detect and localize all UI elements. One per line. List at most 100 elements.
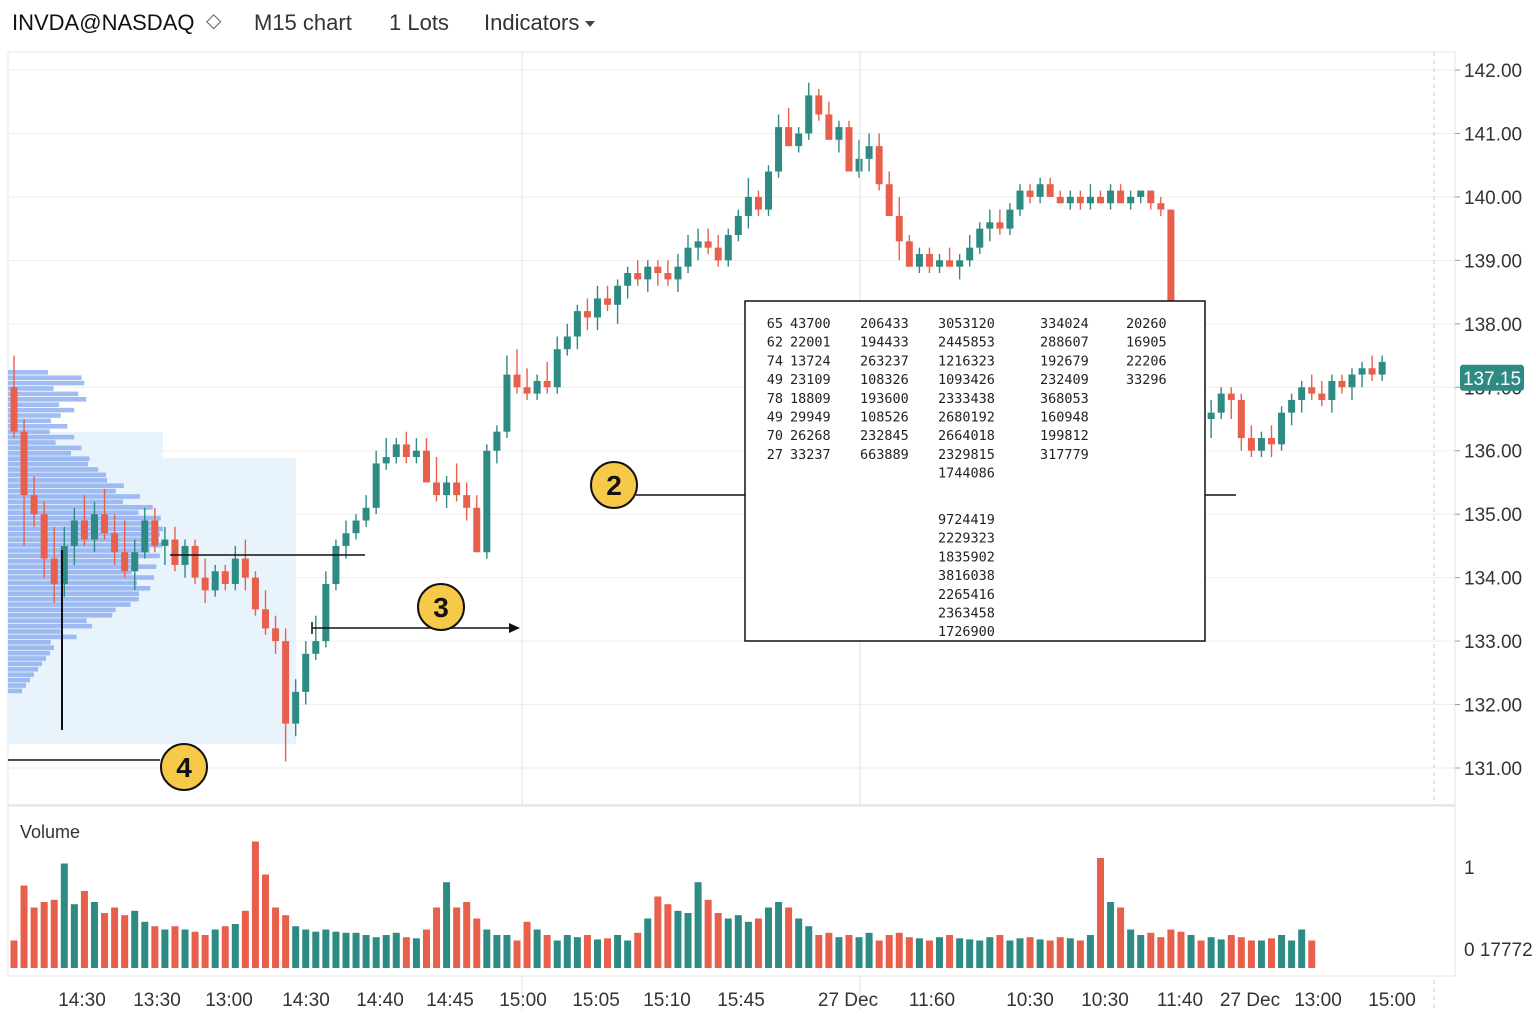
volume-bar xyxy=(744,921,752,968)
candle xyxy=(10,387,18,432)
volume-bar xyxy=(1036,939,1044,968)
volume-bar xyxy=(1207,937,1215,968)
profile-bar xyxy=(8,456,90,461)
volume-bar xyxy=(322,929,330,968)
volume-bar xyxy=(221,926,229,968)
profile-bar xyxy=(8,656,46,661)
table-cell: 232409 xyxy=(1040,372,1089,388)
volume-bar xyxy=(1046,940,1054,968)
volume-bar xyxy=(936,937,944,968)
candle xyxy=(593,298,601,318)
table-cell: 1744086 xyxy=(938,466,995,482)
candle xyxy=(1137,190,1145,197)
volume-bar xyxy=(231,924,239,968)
profile-bar xyxy=(8,580,138,586)
profile-bar xyxy=(8,537,159,542)
profile-bar xyxy=(8,650,50,656)
volume-bar xyxy=(986,937,994,968)
candle xyxy=(654,266,662,274)
table-cell: 78 xyxy=(767,391,783,407)
table-cell: 199812 xyxy=(1040,428,1089,444)
volume-bar xyxy=(191,931,199,968)
candle xyxy=(483,450,491,553)
volume-bar xyxy=(10,940,18,968)
table-cell: 193600 xyxy=(860,391,909,407)
candle xyxy=(111,533,119,553)
profile-bar xyxy=(8,467,99,472)
callout-badge xyxy=(160,743,208,791)
volume-bar xyxy=(714,913,722,968)
profile-bar xyxy=(8,488,116,494)
volume-bar xyxy=(976,940,984,968)
candle xyxy=(714,247,722,261)
favorite-diamond-icon[interactable]: ◇ xyxy=(206,10,222,32)
x-tick-label: 15:10 xyxy=(643,990,691,1011)
x-tick-label: 10:30 xyxy=(1006,990,1054,1011)
profile-bar xyxy=(8,559,139,564)
candle xyxy=(1107,190,1115,204)
volume-bar xyxy=(251,841,259,968)
volume-bar xyxy=(865,932,873,968)
candle xyxy=(1117,190,1125,204)
data-table: 65 62 74 49 78 49 70 27 43700 22001 13724 23109 1880… xyxy=(744,300,1206,642)
candle xyxy=(191,545,199,578)
table-cell: 108526 xyxy=(860,410,909,426)
volume-bar xyxy=(30,907,38,968)
candle xyxy=(503,374,511,432)
volume-bar xyxy=(765,907,772,968)
candle xyxy=(443,482,451,496)
candle xyxy=(1288,399,1296,413)
profile-bar xyxy=(8,407,75,413)
timeframe-selector[interactable]: M15 chart xyxy=(254,10,352,35)
volume-bar xyxy=(835,937,843,968)
volume-bar xyxy=(644,918,652,968)
candle xyxy=(292,691,300,724)
candle xyxy=(765,171,772,210)
indicators-dropdown[interactable]: Indicators xyxy=(484,10,596,36)
volume-bar xyxy=(463,902,471,968)
volume-bar xyxy=(925,940,933,968)
lots-selector[interactable]: 1 Lots xyxy=(389,10,449,35)
candle xyxy=(1006,209,1014,229)
candle xyxy=(402,444,410,458)
profile-bar xyxy=(8,569,132,575)
volume-bar xyxy=(352,932,360,968)
volume-bar xyxy=(1268,938,1275,968)
volume-bar xyxy=(805,926,813,968)
candle xyxy=(251,577,259,610)
volume-bar xyxy=(272,907,280,968)
volume-bar xyxy=(634,932,642,968)
x-tick-label: 11:60 xyxy=(909,990,955,1011)
volume-bar xyxy=(20,885,28,968)
volume-bar xyxy=(1308,940,1316,968)
profile-bar xyxy=(8,613,113,618)
table-cell: 2329815 xyxy=(938,447,995,463)
volume-bar xyxy=(453,907,461,968)
y-tick-label: 135.00 xyxy=(1464,505,1522,526)
volume-bar xyxy=(40,902,48,968)
profile-bar xyxy=(8,661,42,667)
volume-bar xyxy=(996,935,1004,968)
candle xyxy=(795,133,803,147)
profile-bar xyxy=(8,688,22,694)
volume-bar xyxy=(50,899,58,968)
symbol-label[interactable]: INVDA@NASDAQ xyxy=(12,10,195,35)
volume-bar xyxy=(956,938,964,968)
volume-bar xyxy=(433,907,441,968)
profile-bar xyxy=(8,397,87,402)
table-cell: 74 xyxy=(767,353,783,369)
candle xyxy=(342,533,350,546)
volume-bar xyxy=(724,918,732,968)
y-tick-label: 134.00 xyxy=(1464,569,1522,590)
candle xyxy=(573,311,581,337)
profile-bar xyxy=(8,451,72,456)
profile-bar xyxy=(8,586,151,591)
candle xyxy=(1066,196,1074,204)
candle xyxy=(1237,399,1245,439)
y-tick-label: 136.00 xyxy=(1464,442,1522,463)
x-tick-label: 27 Dec xyxy=(818,990,878,1011)
candle xyxy=(1328,380,1336,400)
candle xyxy=(1026,190,1034,197)
y-tick-label: 132.00 xyxy=(1464,696,1522,717)
